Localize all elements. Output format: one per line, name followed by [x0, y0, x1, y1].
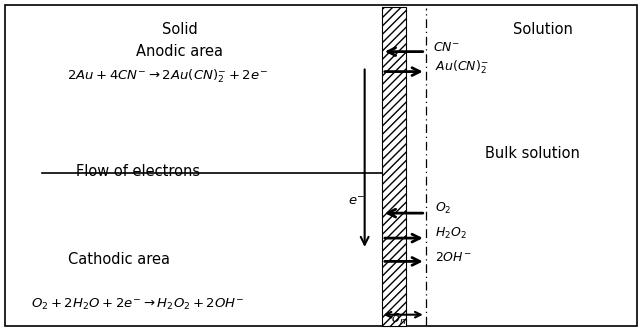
Text: Solid: Solid [162, 22, 198, 38]
Text: $e^{-}$: $e^{-}$ [347, 195, 365, 208]
Text: $O_{2} + 2H_{2}O + 2e^{-} \rightarrow H_{2}O_{2} + 2OH^{-}$: $O_{2} + 2H_{2}O + 2e^{-} \rightarrow H_… [31, 297, 245, 312]
Text: $\delta_{n}$: $\delta_{n}$ [391, 311, 406, 327]
Text: Bulk solution: Bulk solution [485, 146, 580, 161]
Text: $Au(CN)_{2}^{-}$: $Au(CN)_{2}^{-}$ [435, 59, 489, 76]
Text: Cathodic area: Cathodic area [68, 252, 169, 267]
Text: $CN^{-}$: $CN^{-}$ [433, 41, 461, 54]
Text: $2OH^{-}$: $2OH^{-}$ [435, 250, 472, 264]
Text: Solution: Solution [512, 22, 573, 38]
Text: Anodic area: Anodic area [136, 44, 223, 59]
Text: $O_{2}$: $O_{2}$ [435, 201, 452, 216]
Text: $2Au + 4CN^{-} \rightarrow 2Au(CN)_{2}^{-} + 2e^{-}$: $2Au + 4CN^{-} \rightarrow 2Au(CN)_{2}^{… [67, 68, 267, 85]
Bar [382, 7, 406, 326]
Text: Flow of electrons: Flow of electrons [76, 164, 200, 179]
Text: $H_{2}O_{2}$: $H_{2}O_{2}$ [435, 226, 467, 241]
